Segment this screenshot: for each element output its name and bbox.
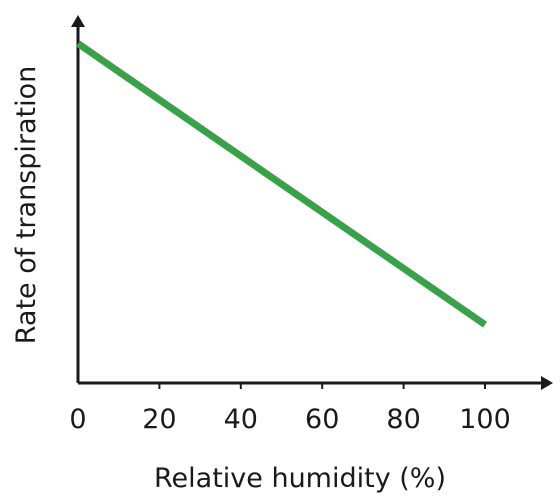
series-layer <box>76 40 487 328</box>
axes <box>71 15 553 390</box>
y-axis-arrowhead <box>71 15 85 27</box>
x-axis-title: Relative humidity (%) <box>154 463 446 494</box>
x-tick-label: 0 <box>69 404 86 435</box>
x-tick-label: 80 <box>386 404 420 435</box>
x-axis-arrowhead <box>541 376 553 390</box>
series-line <box>76 40 487 328</box>
x-tick-group: 0 20 40 60 80 100 <box>69 383 511 435</box>
x-tick-label: 40 <box>224 404 258 435</box>
x-tick-label: 20 <box>142 404 176 435</box>
x-tick-label: 60 <box>305 404 339 435</box>
x-tick-label: 100 <box>459 404 511 435</box>
y-axis-title: Rate of transpiration <box>11 66 42 345</box>
